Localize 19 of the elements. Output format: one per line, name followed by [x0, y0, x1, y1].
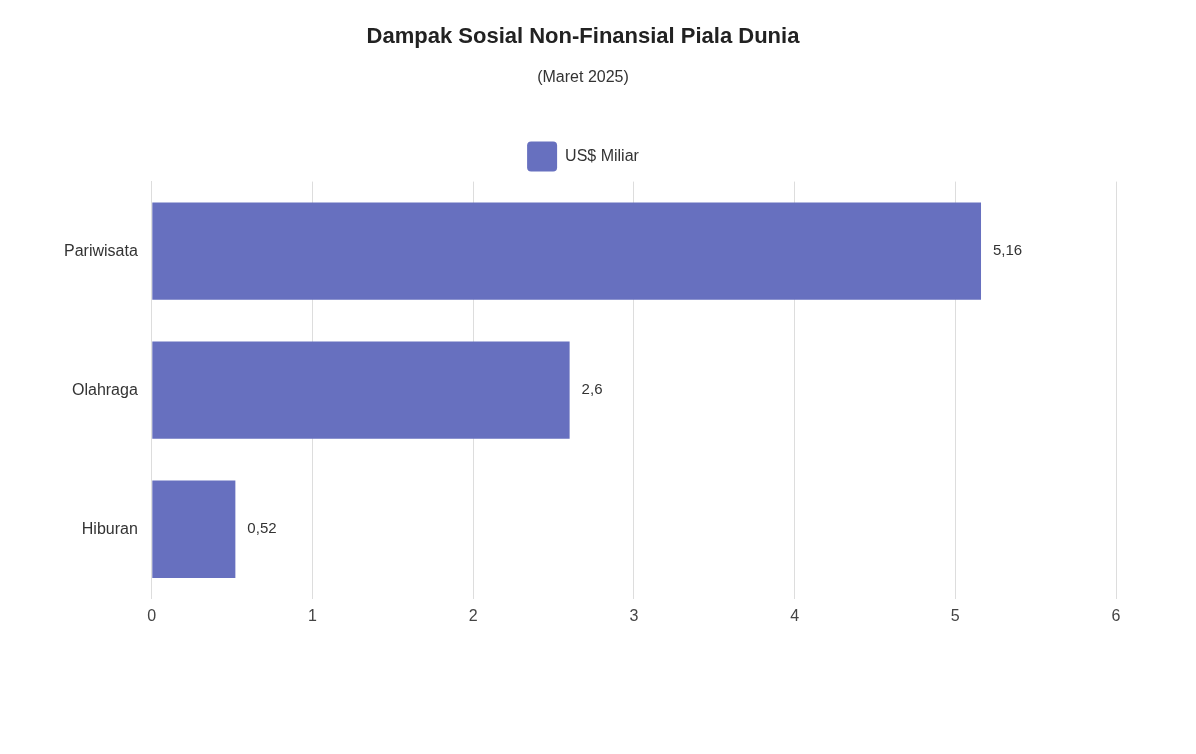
- legend-label: US$ Miliar: [565, 147, 640, 165]
- y-tick-label: Pariwisata: [63, 241, 138, 259]
- x-tick-label: 1: [308, 606, 318, 624]
- x-tick-label: 3: [629, 606, 639, 624]
- x-tick-label: 6: [1111, 606, 1121, 624]
- chart-subtitle: (Maret 2025): [537, 68, 629, 86]
- chart-title: Dampak Sosial Non-Finansial Piala Dunia: [366, 23, 801, 49]
- y-tick-label: Olahraga: [71, 380, 138, 398]
- x-tick-label: 5: [950, 606, 960, 624]
- bar: [152, 480, 236, 578]
- data-label: 0,52: [247, 519, 277, 537]
- x-tick-label: 0: [147, 606, 157, 624]
- bar: [152, 341, 570, 439]
- x-tick-label: 2: [468, 606, 478, 624]
- x-tick-label: 4: [790, 606, 800, 624]
- bar: [152, 202, 982, 300]
- data-label: 2,6: [581, 380, 603, 398]
- data-label: 5,16: [993, 241, 1023, 259]
- y-tick-label: Hiburan: [81, 519, 138, 537]
